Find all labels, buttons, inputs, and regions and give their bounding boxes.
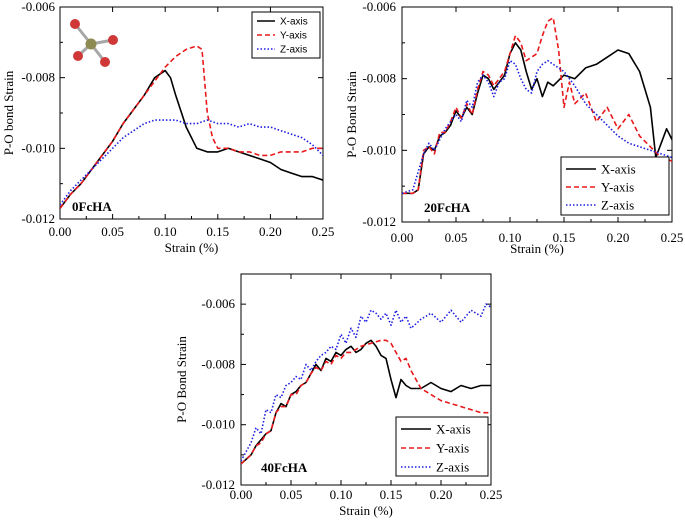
series-y-axis [60,45,323,209]
y-axis-title: P-O bond Strain [1,70,16,155]
x-tick-label: 0.20 [430,487,453,502]
y-tick-label: -0.012 [201,477,235,492]
panel-40fcha: 0.00 0.05 0.10 0.15 0.20 0.25 -0.012 -0.010 -0.0… [174,273,503,518]
oxygen-atom [100,57,110,67]
x-tick-label: 0.20 [607,230,630,245]
x-tick-label: 0.10 [154,224,177,239]
legend-label: Z-axis [436,460,469,475]
phosphorus-atom [85,38,97,50]
legend: X-axis Y-axis Z-axis [395,416,489,477]
y-tick-label: -0.006 [362,0,396,14]
y-axis-title: P-O Bond Strain [174,336,189,423]
y-tick-label: -0.012 [21,211,55,226]
legend: X-axis Y-axis Z-axis [251,11,321,59]
legend-box [251,11,321,59]
x-tick-label: 0.25 [312,224,335,239]
y-tick-label: -0.010 [21,140,55,155]
legend-label: Y-axis [436,441,469,456]
x-tick-label: 0.15 [206,224,229,239]
legend-label: Z-axis [601,198,634,213]
series-x-axis [60,69,323,209]
legend-box [560,156,670,216]
panel-label: 40FcHA [261,460,308,475]
x-tick-label: 0.05 [445,230,468,245]
x-tick-label: 0.25 [661,230,684,245]
y-tick-label: -0.012 [362,214,396,229]
y-tick-label: -0.010 [201,417,235,432]
x-tick-label: 0.10 [499,230,522,245]
x-tick-label: 0.10 [330,487,353,502]
legend: X-axis Y-axis Z-axis [560,156,670,216]
legend-label: Y-axis [601,180,634,195]
x-axis-title: Strain (%) [339,503,393,518]
y-tick-label: -0.006 [21,0,55,14]
oxygen-atom [108,35,118,45]
po4-molecule-icon [70,19,118,67]
x-tick-label: 0.25 [480,487,503,502]
x-tick-label: 0.00 [49,224,72,239]
panel-label: 20FcHA [424,200,471,215]
x-tick-label: 0.15 [553,230,576,245]
x-axis-title: Strain (%) [165,240,219,255]
x-tick-label: 0.05 [280,487,303,502]
x-tick-label: 0.00 [391,230,414,245]
panel-label: 0FcHA [72,199,112,214]
oxygen-atom [70,19,80,29]
y-tick-label: -0.008 [362,71,396,86]
legend-label: Z-axis [280,45,307,56]
legend-label: X-axis [601,162,636,177]
x-tick-label: 0.00 [230,487,253,502]
x-axis-title: Strain (%) [510,241,564,256]
x-tick-label: 0.15 [380,487,403,502]
oxygen-atom [73,51,83,61]
panel-0fcha: 0.00 0.05 0.10 0.15 0.20 0.25 -0.012 -0.010 -0.0… [1,0,334,255]
legend-box [395,416,489,477]
y-tick-label: -0.008 [21,70,55,85]
series-z-axis [60,119,323,206]
x-tick-label: 0.05 [101,224,124,239]
y-tick-label: -0.010 [362,142,396,157]
legend-label: Y-axis [280,31,307,42]
y-axis-title: P-O Bond Strain [344,71,359,158]
y-tick-label: -0.006 [201,296,235,311]
series-y-axis [402,16,672,195]
legend-label: X-axis [436,422,471,437]
panel-20fcha: 0.00 0.05 0.10 0.15 0.20 0.25 -0.012 -0.010 -0.0… [344,0,683,256]
x-tick-label: 0.20 [259,224,282,239]
series-y-axis [241,339,491,465]
series-x-axis [241,339,491,465]
series-z-axis [241,303,491,462]
legend-label: X-axis [280,17,308,28]
y-tick-label: -0.008 [201,356,235,371]
